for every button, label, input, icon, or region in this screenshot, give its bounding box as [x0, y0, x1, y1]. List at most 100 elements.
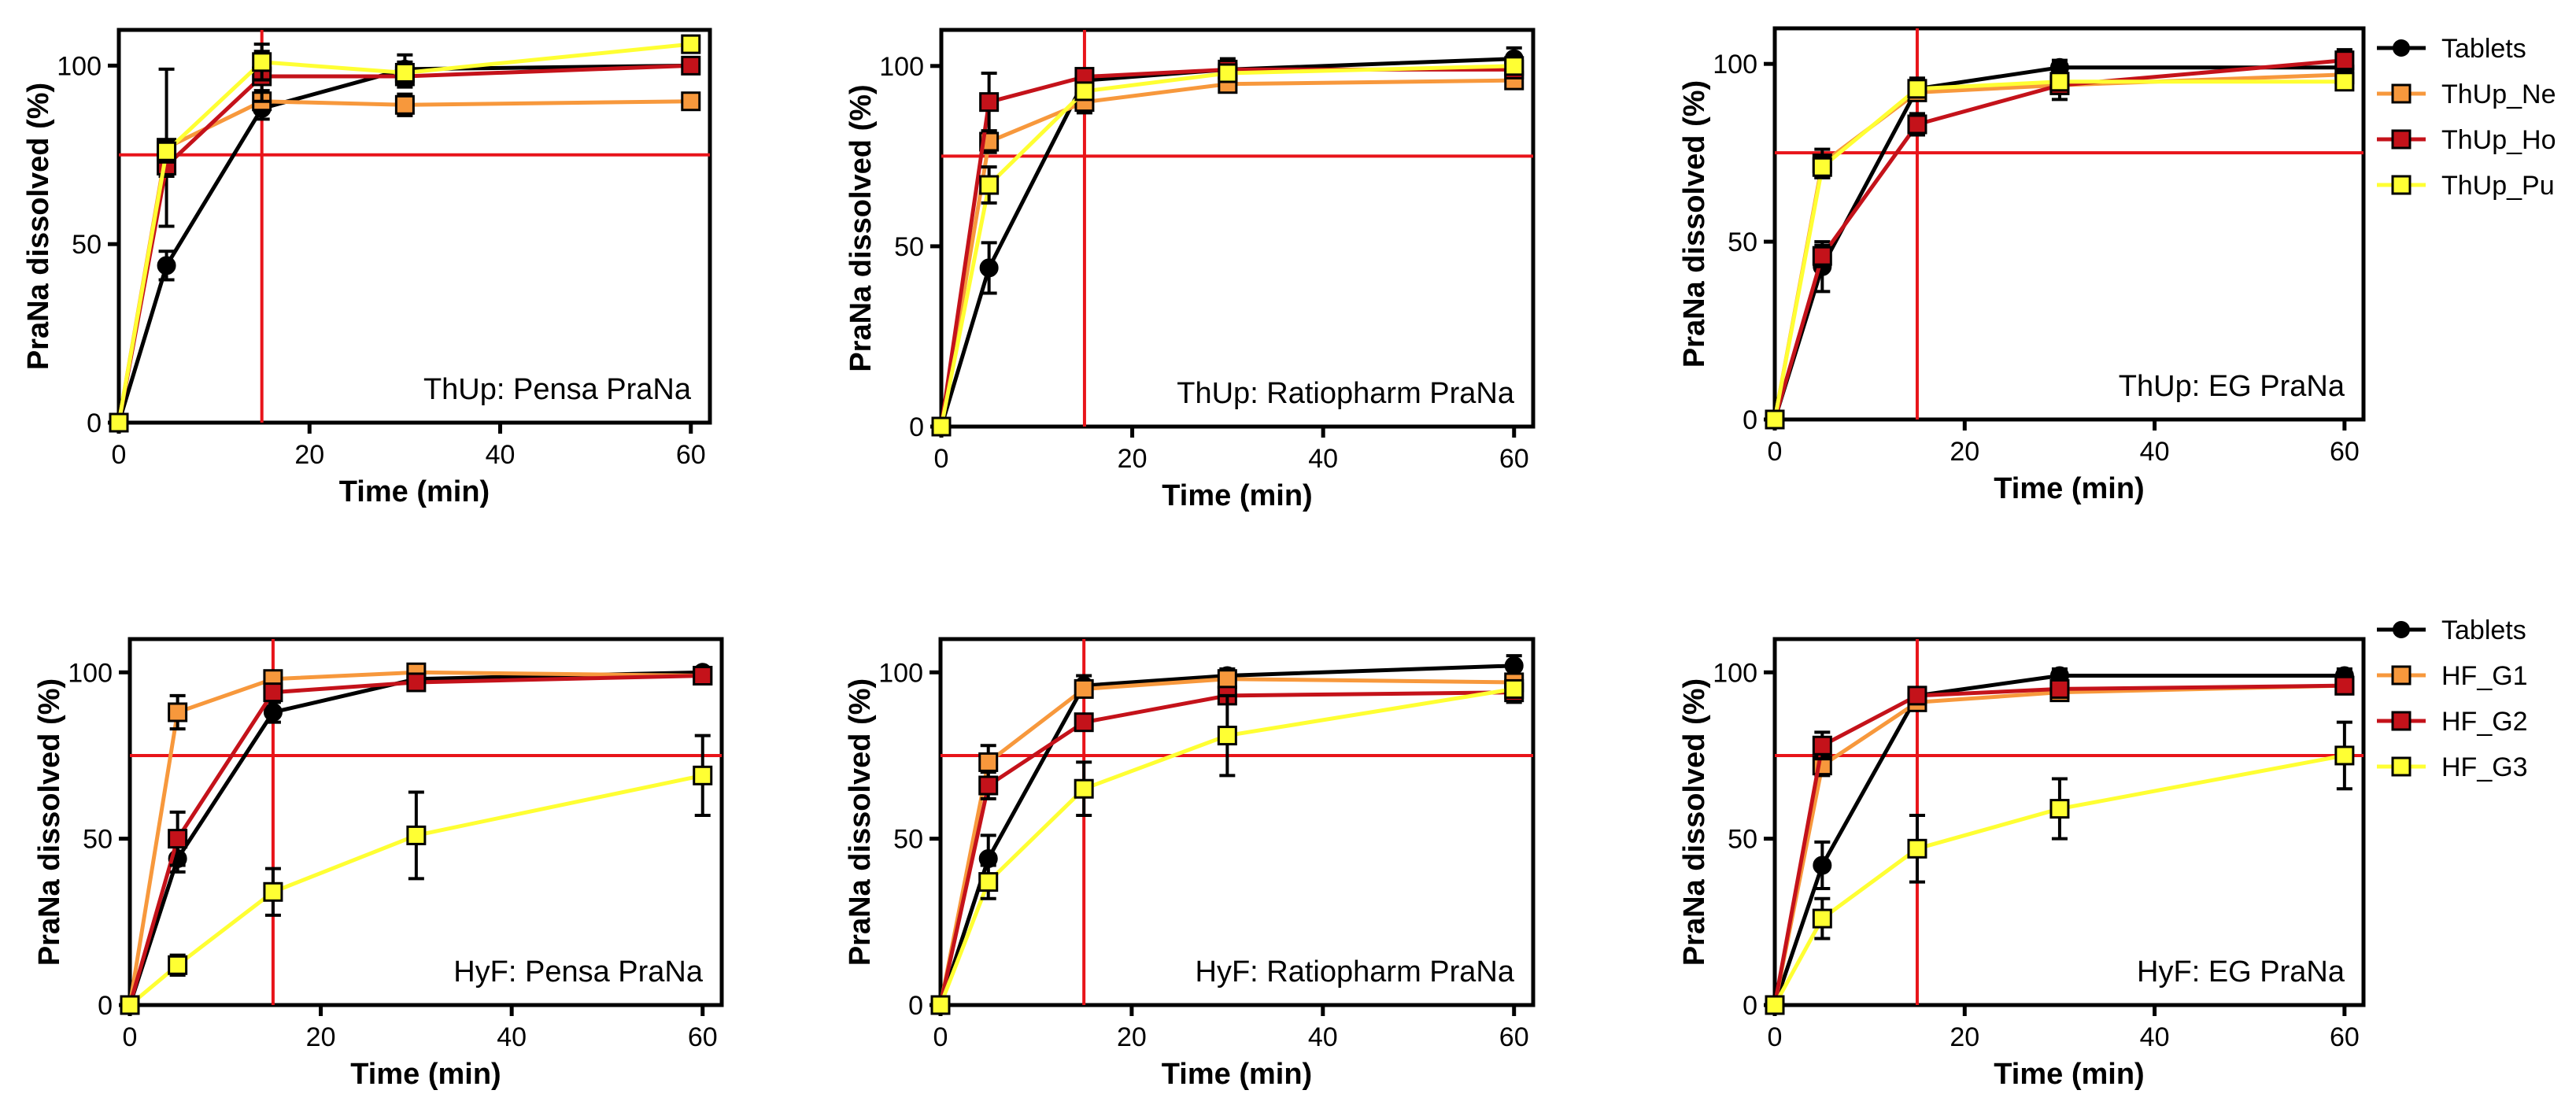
x-tick-label: 40: [1308, 444, 1338, 474]
data-point: [1504, 678, 1525, 699]
data-point: [1074, 81, 1095, 102]
x-axis-title: Time (min): [350, 1058, 501, 1091]
data-point: [979, 92, 1000, 113]
y-axis-title: PraNa dissolved (%): [1678, 80, 1711, 368]
legend-label: ThUp_Ho: [2441, 125, 2556, 155]
data-point: [394, 62, 415, 83]
x-tick-label: 0: [112, 440, 127, 470]
data-point: [263, 703, 283, 722]
legend-marker: [2391, 711, 2412, 731]
data-point: [1812, 908, 1832, 929]
data-point: [1504, 56, 1525, 76]
data-point: [168, 702, 188, 722]
chart-panel-5: 0 20 40 60 0 50 100 Time (min) PraNa dissolved (…: [844, 637, 1536, 1091]
data-point: [406, 825, 427, 845]
x-tick-label: 40: [486, 440, 516, 470]
plot-frame: [1772, 26, 2366, 422]
x-axis-title: Time (min): [339, 475, 490, 508]
y-tick-label: 100: [1713, 658, 1757, 688]
y-tick-label: 100: [879, 52, 924, 82]
x-tick-label: 20: [1117, 1022, 1147, 1052]
data-point: [1217, 669, 1237, 689]
series-ThUp_Pu: [109, 34, 701, 433]
data-point: [1907, 838, 1927, 859]
data-point: [263, 682, 283, 703]
data-point: [252, 52, 272, 72]
data-point: [1907, 686, 1927, 706]
y-tick-label: 100: [1713, 50, 1757, 79]
data-point: [2334, 675, 2355, 696]
data-point: [157, 256, 176, 275]
series-HF_G3: [1765, 720, 2355, 1015]
y-axis-title: PraNa dissolved (%): [1678, 678, 1711, 966]
data-point: [2334, 50, 2355, 71]
x-axis-title: Time (min): [1994, 472, 2144, 505]
y-tick-label: 50: [894, 232, 924, 262]
data-point: [1812, 157, 1832, 177]
x-tick-label: 60: [676, 440, 706, 470]
y-axis-title: PraNa dissolved (%): [844, 84, 878, 371]
y-tick-label: 0: [908, 991, 923, 1021]
plot-frame: [938, 637, 1536, 1007]
y-axis-title: PraNa dissolved (%): [844, 678, 877, 966]
y-tick-label: 100: [68, 658, 113, 688]
y-tick-label: 50: [72, 230, 102, 260]
panel-label: HyF: Ratiopharm PraNa: [1196, 955, 1515, 989]
data-point: [394, 94, 415, 115]
x-tick-label: 40: [2140, 1022, 2170, 1052]
data-point: [978, 872, 999, 893]
data-point: [406, 672, 427, 693]
y-tick-label: 0: [1743, 991, 1757, 1021]
data-point: [2049, 72, 2070, 92]
data-point: [978, 752, 999, 772]
data-point: [681, 55, 701, 76]
legend-label: HF_G3: [2441, 752, 2528, 782]
x-tick-label: 0: [934, 444, 949, 474]
y-tick-label: 50: [1728, 825, 1757, 855]
data-point: [120, 995, 140, 1015]
data-point: [1217, 726, 1237, 746]
data-point: [681, 34, 701, 54]
x-tick-label: 0: [933, 1022, 948, 1052]
chart-panel-2: 0 20 40 60 0 50 100 Time (min) PraNa dissolved (…: [844, 28, 1536, 512]
data-point: [681, 91, 701, 112]
chart-panel-4: 0 20 40 60 0 50 100 Time (min) PraNa dissolved (…: [33, 637, 724, 1091]
panel-label: HyF: Pensa PraNa: [453, 955, 704, 989]
series-HF_G3: [930, 678, 1525, 1015]
chart-panel-6: 0 20 40 60 0 50 100 Time (min) PraNa dissolved (…: [1678, 637, 2366, 1091]
series-ThUp_Pu: [931, 56, 1525, 437]
data-point: [2049, 799, 2070, 819]
data-point: [1765, 995, 1785, 1015]
y-tick-label: 0: [87, 408, 102, 438]
legend-label: ThUp_Pu: [2441, 171, 2555, 201]
data-point: [263, 881, 283, 902]
series-line: [939, 67, 1514, 427]
data-point: [979, 175, 1000, 195]
series-HF_G2: [120, 666, 713, 1015]
data-point: [978, 775, 999, 796]
x-tick-label: 20: [294, 440, 324, 470]
panel-label: ThUp: Ratiopharm PraNa: [1177, 377, 1515, 410]
y-tick-label: 100: [878, 658, 923, 688]
legend-label: ThUp_Ne: [2441, 79, 2556, 109]
y-tick-label: 100: [57, 51, 102, 81]
series-line: [1772, 72, 2345, 420]
data-point: [931, 416, 952, 437]
legend-label: Tablets: [2441, 34, 2526, 64]
series-line: [1772, 58, 2345, 420]
y-axis-title: PraNa dissolved (%): [33, 678, 66, 966]
plot-frame: [1772, 637, 2366, 1007]
data-point: [693, 666, 713, 686]
x-tick-label: 60: [2330, 437, 2360, 467]
x-tick-label: 20: [306, 1022, 336, 1052]
data-point: [168, 955, 188, 975]
data-point: [1074, 678, 1094, 699]
legend-marker: [2391, 83, 2412, 104]
x-tick-label: 0: [1768, 1022, 1783, 1052]
legend-label: HF_G2: [2441, 707, 2528, 737]
x-tick-label: 60: [1499, 444, 1529, 474]
plot-frame: [128, 637, 724, 1007]
series-HF_G3: [120, 734, 713, 1015]
data-point: [1812, 735, 1832, 756]
